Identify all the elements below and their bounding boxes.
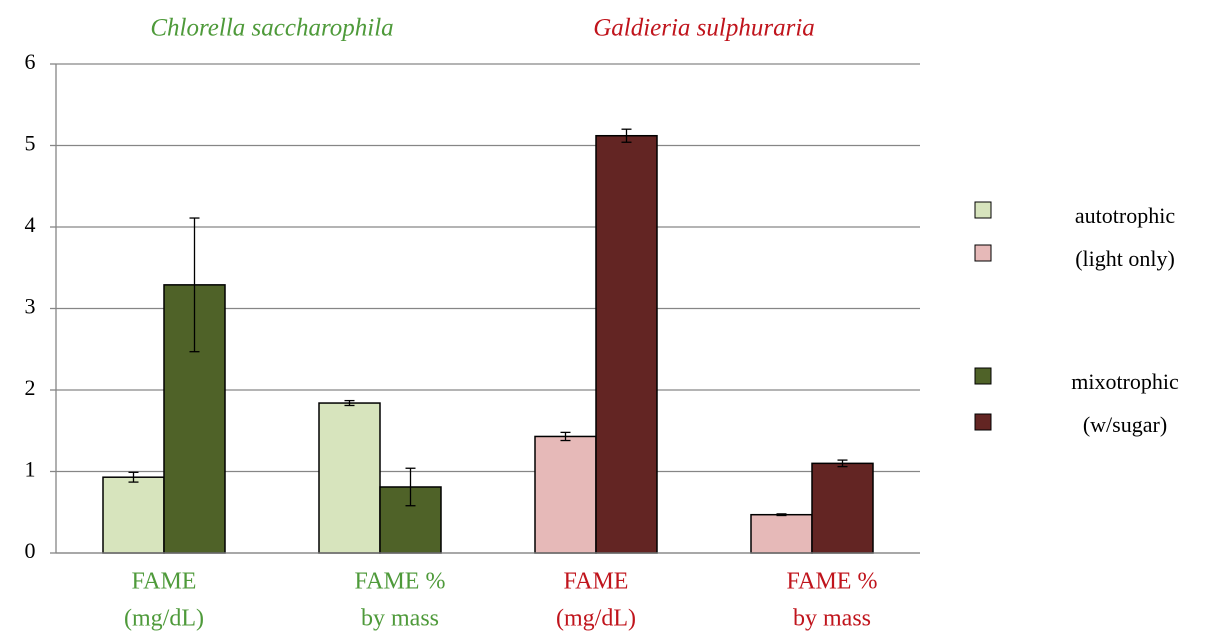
- legend-label: (light only): [1075, 246, 1175, 271]
- bar: [750, 513, 813, 554]
- legend-swatch: [974, 244, 992, 262]
- bar: [534, 435, 597, 554]
- x-tick-label: FAME: [132, 569, 197, 595]
- x-tick-label: by mass: [793, 606, 871, 632]
- x-tick-label: (mg/dL): [124, 606, 204, 632]
- bar: [811, 462, 874, 554]
- x-tick-label: by mass: [361, 606, 439, 632]
- legend-label: autotrophic: [1075, 203, 1175, 228]
- y-tick-label: 2: [25, 375, 36, 400]
- x-tick-label: FAME %: [355, 569, 446, 595]
- bar: [102, 476, 165, 554]
- legend-label: mixotrophic: [1071, 369, 1179, 394]
- group-title: Chlorella saccharophila: [150, 15, 393, 42]
- legend-swatch: [974, 413, 992, 431]
- y-tick-label: 6: [25, 49, 36, 74]
- x-tick-label: FAME %: [787, 569, 878, 595]
- y-tick-label: 5: [25, 131, 36, 156]
- x-tick-label: (mg/dL): [556, 606, 636, 632]
- y-tick-label: 0: [25, 538, 36, 563]
- legend-swatch: [974, 201, 992, 219]
- x-tick-label: FAME: [564, 569, 629, 595]
- bar: [595, 134, 658, 554]
- bar: [318, 402, 381, 554]
- legend-label: (w/sugar): [1083, 412, 1167, 437]
- y-tick-label: 4: [25, 212, 36, 237]
- legend-swatch: [974, 367, 992, 385]
- y-tick-label: 1: [25, 457, 36, 482]
- group-title: Galdieria sulphuraria: [593, 15, 815, 42]
- y-tick-label: 3: [25, 294, 36, 319]
